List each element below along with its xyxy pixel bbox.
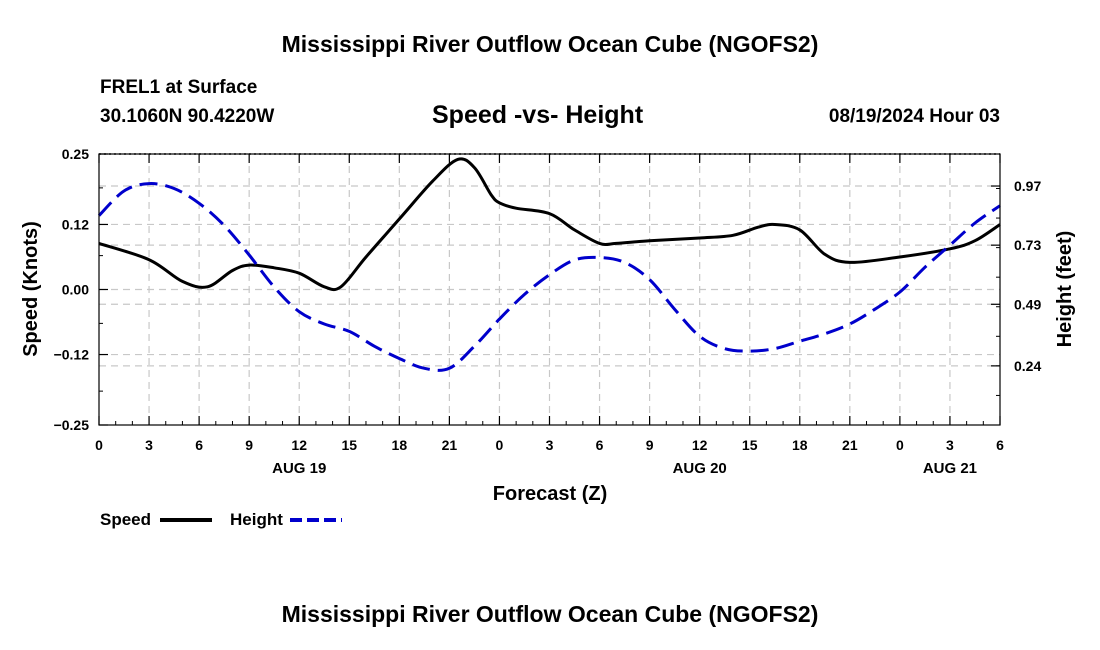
bottom-title: Mississippi River Outflow Ocean Cube (NG…	[281, 601, 819, 627]
x-tick-label: 6	[996, 437, 1004, 453]
y2-axis-label: Height (feet)	[1054, 231, 1076, 348]
y2-tick-label: 0.24	[1014, 358, 1041, 374]
forecast-datetime: 08/19/2024 Hour 03	[828, 106, 1000, 127]
y-tick-label: 0.12	[62, 216, 89, 232]
station-label: FREL1 at Surface	[100, 77, 258, 98]
y2-tick-label: 0.49	[1014, 296, 1041, 312]
x-axis-label: Forecast (Z)	[493, 483, 607, 505]
chart-subtitle: Speed -vs- Height	[432, 101, 644, 129]
ticks-layer	[98, 153, 1001, 426]
y-tick-label: −0.25	[54, 417, 90, 433]
x-tick-label: 21	[442, 437, 458, 453]
x-tick-label: 12	[692, 437, 708, 453]
x-tick-label: 0	[95, 437, 103, 453]
x-tick-label: 15	[341, 437, 357, 453]
x-tick-label: 6	[195, 437, 203, 453]
date-label: AUG 21	[923, 460, 977, 477]
chart-main-title: Mississippi River Outflow Ocean Cube (NG…	[281, 31, 819, 57]
y2-tick-label: 0.97	[1014, 178, 1041, 194]
x-tick-label: 15	[742, 437, 758, 453]
x-tick-label: 0	[896, 437, 904, 453]
x-tick-label: 6	[596, 437, 604, 453]
y-axis-label: Speed (Knots)	[20, 221, 42, 357]
y2-tick-label: 0.73	[1014, 237, 1041, 253]
grid-layer	[99, 154, 1000, 425]
x-tick-label: 3	[145, 437, 153, 453]
x-tick-label: 21	[842, 437, 858, 453]
legend-height-label: Height	[230, 510, 283, 529]
x-tick-label: 0	[496, 437, 504, 453]
x-tick-label: 3	[546, 437, 554, 453]
y-tick-label: 0.00	[62, 282, 89, 298]
date-label: AUG 20	[673, 460, 727, 477]
station-coordinates: 30.1060N 90.4220W	[100, 106, 275, 127]
y-tick-label: 0.25	[62, 146, 89, 162]
x-tick-label: 12	[291, 437, 307, 453]
series-line-height	[97, 182, 1001, 372]
x-tick-label: 18	[392, 437, 408, 453]
legend-speed-label: Speed	[100, 510, 151, 529]
x-tick-label: 18	[792, 437, 808, 453]
x-tick-label: 3	[946, 437, 954, 453]
x-tick-label: 9	[646, 437, 654, 453]
series-line-speed	[98, 157, 1001, 292]
date-label: AUG 19	[272, 460, 326, 477]
series-layer	[97, 157, 1001, 372]
y-tick-label: −0.12	[54, 347, 90, 363]
x-tick-label: 9	[245, 437, 253, 453]
labels-layer: 0 3 6 9 12 15 18 21 0 3 6 9 12 15 18 21 0 3 6 AUG 19 AUG 20 A…	[54, 146, 1042, 477]
legend: Speed Height	[100, 510, 342, 529]
